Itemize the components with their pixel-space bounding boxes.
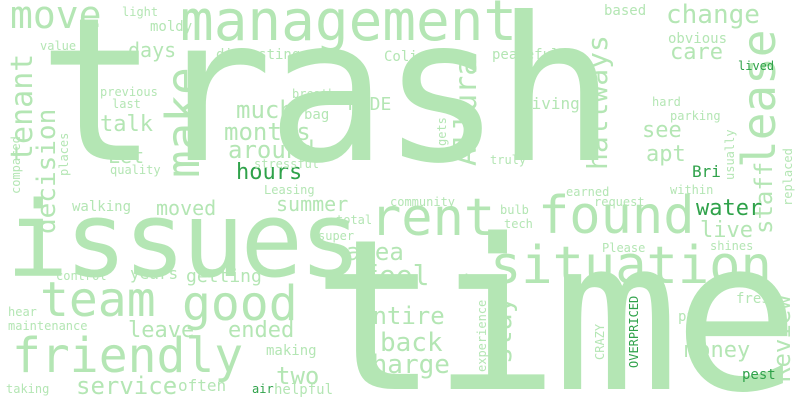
word-bag: bag bbox=[304, 107, 330, 123]
word-request: request bbox=[594, 195, 645, 209]
word-disgusting: disgusting bbox=[216, 47, 301, 63]
word-hear: hear bbox=[8, 305, 37, 319]
word-taking: taking bbox=[6, 382, 50, 396]
word-management: management bbox=[180, 0, 518, 54]
word-tech: tech bbox=[504, 217, 533, 231]
word-leave: leave bbox=[128, 318, 195, 343]
word-usually: usually bbox=[723, 129, 737, 180]
word-put: put bbox=[678, 309, 704, 325]
word-making: making bbox=[266, 343, 317, 359]
word-walking: walking bbox=[72, 199, 132, 215]
word-allura: Allura bbox=[449, 57, 484, 166]
word-years: years bbox=[130, 264, 179, 283]
word-two: two bbox=[276, 362, 320, 390]
word-stressful: stressful bbox=[254, 157, 320, 171]
word-change: change bbox=[666, 0, 760, 30]
word-experience: experience bbox=[475, 299, 489, 372]
word-rude: RUDE bbox=[348, 94, 392, 115]
word-please: Please bbox=[602, 241, 646, 255]
word-days: days bbox=[128, 38, 177, 62]
word-getting: getting bbox=[186, 266, 262, 287]
word-previous: previous bbox=[100, 85, 158, 99]
word-feel: feel bbox=[362, 259, 430, 292]
word-replaced: replaced bbox=[781, 148, 795, 206]
word-charge: charge bbox=[356, 350, 450, 380]
word-truly: truly bbox=[490, 153, 527, 167]
word-pest: pest bbox=[742, 367, 776, 383]
word-let: Let bbox=[108, 144, 145, 168]
word-back: back bbox=[380, 328, 443, 358]
word-rent: rent bbox=[370, 188, 496, 248]
word-compared: compared bbox=[9, 136, 23, 194]
word-breath: breath bbox=[292, 87, 336, 101]
word-overpriced: OVERPRICED bbox=[627, 295, 641, 368]
word-often: often bbox=[178, 376, 227, 395]
word-make: make bbox=[156, 67, 210, 178]
word-see: see bbox=[642, 118, 682, 143]
word-value: value bbox=[40, 39, 77, 53]
word-money: money bbox=[684, 338, 751, 363]
word-care: care bbox=[670, 40, 723, 65]
word-bulb: bulb bbox=[500, 203, 529, 217]
word-air: air bbox=[252, 382, 274, 396]
word-parking: parking bbox=[670, 109, 721, 123]
word-super: super bbox=[318, 229, 355, 243]
word-crazy: CRAZY bbox=[593, 323, 607, 360]
word-hard: hard bbox=[652, 95, 681, 109]
word-area: area bbox=[346, 238, 404, 266]
word-light: light bbox=[122, 5, 159, 19]
word-las: Las bbox=[464, 270, 493, 289]
word-good: good bbox=[182, 276, 298, 332]
word-entire: entire bbox=[358, 302, 445, 330]
word-obvious: obvious bbox=[668, 31, 728, 47]
word-talk: talk bbox=[100, 112, 153, 137]
word-living: living bbox=[522, 94, 580, 113]
word-peaceful: peaceful bbox=[492, 47, 560, 63]
word-time: time bbox=[312, 194, 800, 400]
word-fresh: fresh bbox=[736, 291, 779, 307]
word-apt: apt bbox=[646, 142, 686, 167]
word-lived: lived bbox=[738, 59, 775, 73]
word-helpful: helpful bbox=[274, 382, 334, 398]
word-gets: gets bbox=[435, 117, 449, 146]
word-within: within bbox=[670, 183, 714, 197]
word-based: based bbox=[604, 3, 647, 19]
word-ended: ended bbox=[228, 318, 295, 343]
word-hours: hours bbox=[236, 160, 303, 185]
word-shines: shines bbox=[710, 239, 754, 253]
word-colinas: Colinas bbox=[384, 49, 444, 65]
word-move: move bbox=[10, 0, 102, 37]
word-summer: summer bbox=[276, 192, 349, 216]
word-bri: Bri bbox=[692, 162, 721, 181]
word-earned: earned bbox=[566, 185, 610, 199]
word-live: live bbox=[700, 218, 753, 243]
word-moved: moved bbox=[156, 196, 217, 220]
word-stay: stay bbox=[485, 296, 518, 364]
word-water: water bbox=[696, 196, 763, 221]
word-total: total bbox=[336, 213, 373, 227]
word-lease: lease bbox=[732, 29, 786, 168]
word-places: places bbox=[57, 132, 71, 176]
word-much: much bbox=[236, 96, 294, 124]
word-quality: quality bbox=[110, 163, 161, 177]
word-last: last bbox=[112, 97, 141, 111]
word-trash: trash bbox=[38, 0, 616, 208]
word-maintenance: maintenance bbox=[8, 319, 88, 333]
word-moldy: moldy bbox=[150, 19, 193, 35]
word-service: service bbox=[76, 372, 178, 400]
word-found: found bbox=[538, 186, 695, 246]
word-situation: situation bbox=[490, 236, 772, 296]
word-issues: issues bbox=[6, 179, 362, 301]
word-hallways: hallways bbox=[581, 35, 614, 170]
word-leasing: Leasing bbox=[264, 183, 315, 197]
word-around: around bbox=[228, 136, 315, 164]
word-community: community bbox=[390, 195, 456, 209]
word-friendly: friendly bbox=[12, 328, 244, 384]
word-control: control bbox=[56, 269, 107, 283]
word-months: months bbox=[224, 118, 311, 146]
word-team: team bbox=[40, 272, 156, 328]
